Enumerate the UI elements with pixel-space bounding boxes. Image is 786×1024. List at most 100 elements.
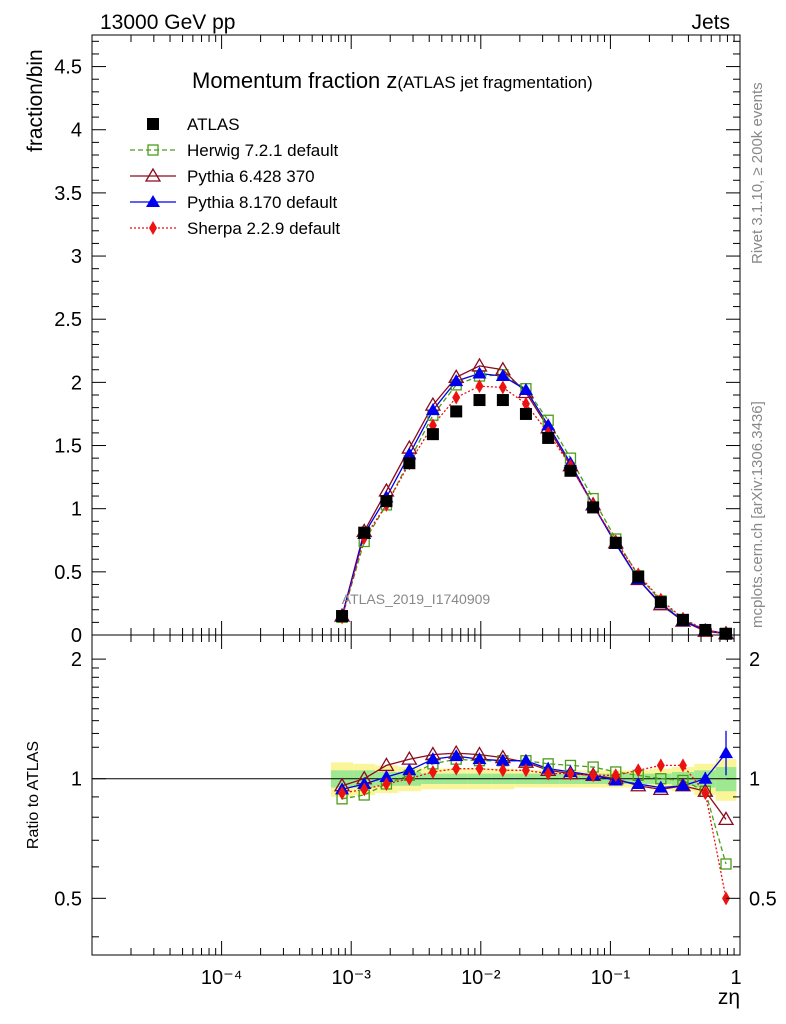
ratio-point-3 [521,763,530,778]
point-3 [518,382,533,395]
ratio-point-0 [720,858,732,870]
y-tick-label: 4 [71,120,82,142]
ratio-point-2 [631,776,646,789]
data-point [564,464,577,477]
x-tick-label: 1 [730,967,741,989]
y-tick-label: 1.5 [54,436,82,458]
ratio-point-3 [566,766,575,781]
ratio-point-3 [656,758,665,773]
ratio-point-2 [449,749,464,762]
ratio-point-3 [452,761,461,776]
title-main-text: Momentum fraction z [192,68,397,93]
point-4 [521,396,530,411]
y-tick-label: 2 [71,372,82,394]
point-3 [541,418,556,431]
x-tick-label: 10⁻⁴ [201,967,242,989]
ratio-y-axis-label: Ratio to ATLAS [25,741,42,849]
point-4 [498,380,507,395]
analysis-label: ATLAS_2019_I1740909 [342,591,491,607]
ratio-point-3 [475,761,484,776]
legend-label: Pythia 6.428 370 [187,167,315,186]
ratio-point-2 [675,778,690,791]
data-point [336,610,349,623]
ratio-point-2 [653,780,668,793]
point-3 [495,369,510,382]
ratio-point-3 [544,766,553,781]
ratio-point-2 [472,752,487,765]
axes [91,34,741,956]
legend-label: ATLAS [187,115,240,134]
series-lines [341,365,727,899]
ratio-point-2 [495,753,510,766]
legend: ATLAS Herwig 7.2.1 default Pythia 6.428 37… [130,115,340,238]
ratio-point-3 [498,763,507,778]
ratio-point-3 [701,786,710,801]
legend-marker [144,167,162,182]
point-3 [449,374,464,387]
data-point [632,570,645,583]
data-point [720,627,733,640]
point-3 [402,447,417,460]
data-point [403,457,416,470]
ratio-panel-frame [91,634,741,956]
ratio-tick-label-left: 2 [71,649,82,671]
data-point [609,536,622,549]
x-tick-label: 10⁻² [461,967,501,989]
ratio-tick-label-right: 2 [749,649,760,671]
ratio-point-3 [589,768,598,783]
point-3 [425,403,440,416]
legend-marker [147,144,159,156]
point-4 [452,390,461,405]
ratio-point-3 [611,768,620,783]
legend-marker [146,195,160,207]
ratio-point-3 [360,782,369,797]
ratio-line-0 [341,758,727,865]
ratio-point-2 [402,763,417,776]
ratio-point-3 [678,758,687,773]
title-main: Momentum fraction z(ATLAS jet fragmentat… [192,68,593,93]
y-tick-label: 2.5 [54,309,82,331]
data-point [496,394,509,407]
y-tick-label: 3 [71,246,82,268]
header-right: Jets [691,11,730,34]
ratio-point-2 [425,752,440,765]
data-point [676,613,689,626]
legend-label: Herwig 7.2.1 default [187,141,338,160]
legend-marker [149,221,157,235]
ratio-point-3 [634,763,643,778]
title-sub-text: (ATLAS jet fragmentation) [397,73,592,92]
ratio-tick-label-left: 1 [71,769,82,791]
header-left: 13000 GeV pp [100,11,235,34]
ratio-point-2 [379,769,394,782]
ratio-point-3 [428,764,437,779]
ticks: 10⁻⁴ 10⁻³ 10⁻² 10⁻¹ 1 0 0.5 1 1.5 2 2.5 3 3.5 4 4.5 0.5… [54,35,777,989]
data-point [426,428,439,441]
data-point [699,623,712,636]
ratio-line-3 [341,764,727,899]
point-3 [472,366,487,379]
ratio-tick-label-left: 0.5 [54,888,82,910]
data-point [358,526,371,539]
data-point [450,405,463,418]
data-point [473,394,486,407]
x-tick-label: 10⁻³ [331,967,371,989]
y-tick-label: 1 [71,499,82,521]
rivet-label: Rivet 3.1.10, ≥ 200k events [749,82,766,264]
data-point [542,431,555,444]
ratio-tick-label-right: 0.5 [749,888,777,910]
data-point [380,495,393,508]
data-point [519,407,532,420]
data-point [654,596,667,609]
ratio-point-2 [518,753,533,766]
legend-label: Sherpa 2.2.9 default [187,219,340,238]
series-markers [333,357,735,906]
ratio-point-3 [382,776,391,791]
ratio-tick-label-right: 1 [749,769,760,791]
series-line-4 [341,385,727,635]
y-tick-label: 0 [71,625,82,647]
ratio-point-1 [717,811,735,826]
ratio-point-3 [405,771,414,786]
y-axis-label: fraction/bin [24,49,47,152]
point-4 [475,379,484,394]
